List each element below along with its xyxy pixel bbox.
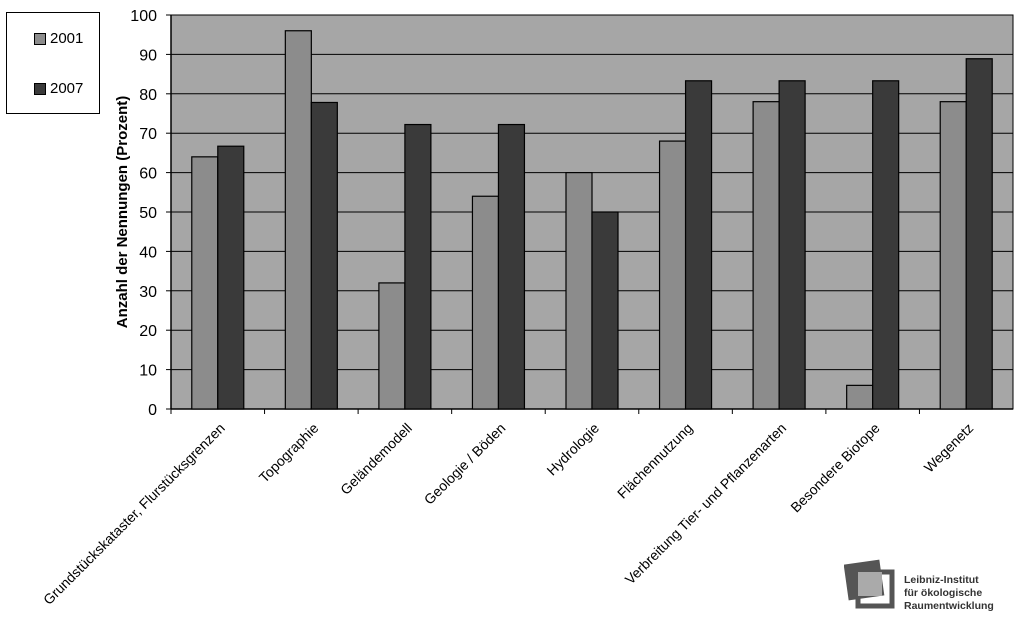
legend-label-2007: 2007 <box>50 80 84 97</box>
logo-line-3: Raumentwicklung <box>904 600 994 612</box>
x-tick-label: Hydrologie <box>543 420 602 479</box>
y-tick-label: 50 <box>139 205 157 222</box>
bar-2001-7 <box>752 101 780 410</box>
bar-2001-9 <box>939 101 967 410</box>
bar-2001-2 <box>284 30 312 410</box>
x-tick-label: Geologie / Böden <box>421 420 509 508</box>
bar-2007-7 <box>778 80 806 410</box>
bar-2007-9 <box>965 58 993 410</box>
x-tick-label: Verbreitung Tier- und Pflanzenarten <box>622 420 790 588</box>
logo-line-1: Leibniz-Institut <box>904 574 979 586</box>
bar-2001-8 <box>846 384 874 410</box>
x-tick-label: Geländemodell <box>337 420 415 498</box>
y-tick-label: 70 <box>139 126 157 143</box>
bar-2001-5 <box>565 172 593 410</box>
bar-2001-4 <box>471 195 500 410</box>
x-tick-label: Wegenetz <box>921 420 977 476</box>
bar-2007-3 <box>404 123 432 410</box>
logo-line-2: für ökologische <box>904 587 983 599</box>
logo-text: Leibniz-Institut für ökologische Raument… <box>904 574 994 613</box>
y-tick-label: 80 <box>139 87 157 104</box>
bar-2007-2 <box>310 101 338 410</box>
legend: 2001 2007 <box>6 12 100 114</box>
bar-2007-4 <box>497 123 526 410</box>
y-tick-label: 10 <box>139 363 157 380</box>
bar-2007-8 <box>872 80 900 410</box>
institute-logo: Leibniz-Institut für ökologische Raument… <box>843 556 1014 626</box>
bar-2001-3 <box>378 282 406 410</box>
legend-swatch-2007 <box>34 83 46 95</box>
logo-mark-icon <box>843 559 895 609</box>
legend-label-2001: 2001 <box>50 30 84 47</box>
bar-2007-5 <box>591 211 619 410</box>
y-tick-label: 40 <box>139 244 157 261</box>
y-axis-title: Anzahl der Nennungen (Prozent) <box>114 96 131 329</box>
y-tick-label: 30 <box>139 284 157 301</box>
y-tick-label: 90 <box>139 47 157 64</box>
x-tick-label: Flächennutzung <box>614 420 696 502</box>
x-tick-label: Topographie <box>256 420 322 486</box>
x-tick-label: Besondere Biotope <box>787 420 883 516</box>
y-tick-label: 60 <box>139 166 157 183</box>
y-tick-label: 100 <box>130 8 157 25</box>
legend-swatch-2001 <box>34 33 46 45</box>
bar-2001-6 <box>658 140 687 410</box>
bar-2001-1 <box>191 156 219 410</box>
bar-2007-6 <box>684 80 713 410</box>
x-tick-label: Grundstückskataster, Flurstücksgrenzen <box>40 420 228 608</box>
y-tick-label: 0 <box>148 402 157 419</box>
y-tick-label: 20 <box>139 323 157 340</box>
bar-2007-1 <box>217 145 245 410</box>
